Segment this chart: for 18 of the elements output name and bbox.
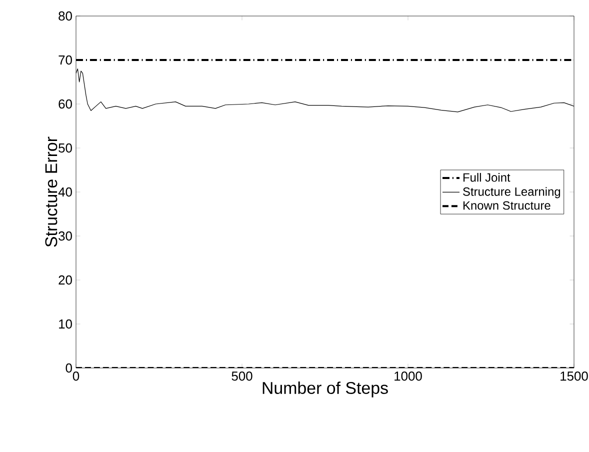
- y-tick-label: 80: [58, 11, 72, 21]
- y-axis-title: Structure Error: [45, 136, 58, 247]
- y-tick-label: 70: [58, 55, 72, 65]
- x-tick-label: 1000: [394, 372, 422, 381]
- x-tick-label: 0: [72, 372, 80, 381]
- legend-label: Structure Learning: [463, 187, 560, 198]
- y-tick-label: 30: [58, 231, 72, 241]
- y-tick-label: 60: [58, 99, 72, 109]
- y-tick-label: 10: [59, 319, 72, 329]
- x-tick-label: 1500: [560, 372, 588, 381]
- x-axis-title: Number of Steps: [262, 382, 388, 398]
- y-tick-label: 50: [58, 143, 72, 153]
- legend-label: Known Structure: [463, 201, 550, 210]
- y-tick-label: 40: [58, 187, 72, 197]
- y-tick-label: 0: [66, 363, 72, 373]
- x-tick-label: 500: [232, 372, 252, 381]
- y-tick-label: 20: [58, 275, 72, 285]
- legend-label: Full Joint: [463, 172, 510, 182]
